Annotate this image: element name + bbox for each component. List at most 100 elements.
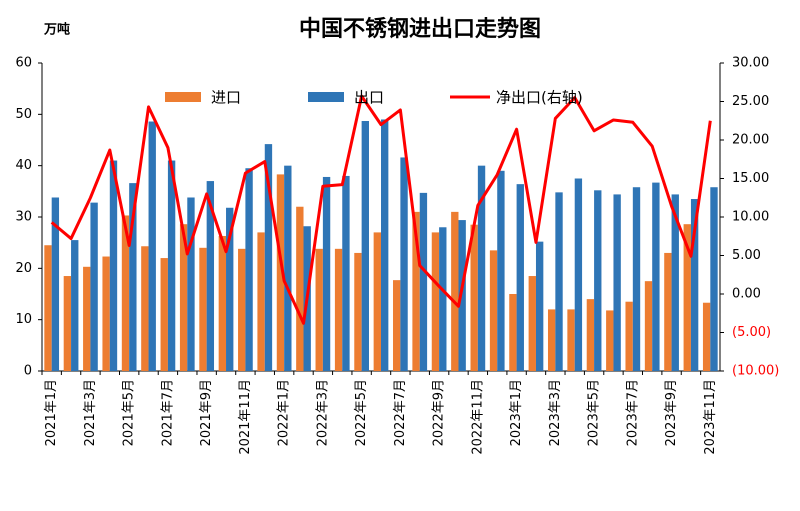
x-tick-label: 2021年11月 bbox=[238, 379, 253, 455]
y-tick-label: 40 bbox=[15, 158, 32, 173]
bar bbox=[63, 276, 72, 371]
x-tick-label: 2022年7月 bbox=[393, 379, 408, 446]
y2-tick-label: 20.00 bbox=[732, 133, 769, 148]
bar bbox=[315, 248, 323, 371]
x-tick-label: 2021年7月 bbox=[160, 379, 175, 446]
line bbox=[50, 94, 712, 325]
bar bbox=[535, 241, 544, 371]
x-tick-label: 2023年9月 bbox=[664, 379, 679, 446]
bar bbox=[373, 232, 381, 371]
bar bbox=[342, 175, 350, 371]
x-tick-label: 2021年3月 bbox=[83, 379, 98, 446]
y-tick-label: 60 bbox=[15, 56, 32, 71]
bar bbox=[509, 294, 517, 371]
bar bbox=[489, 250, 498, 371]
y-tick-label: 30 bbox=[15, 210, 32, 225]
bar bbox=[187, 197, 195, 371]
bar bbox=[439, 227, 447, 371]
bar bbox=[226, 207, 234, 371]
bar bbox=[141, 246, 149, 371]
x-tick-label: 2022年1月 bbox=[277, 379, 292, 446]
bar bbox=[245, 168, 253, 371]
bar bbox=[167, 160, 176, 371]
x-tick-label: 2022年3月 bbox=[315, 379, 330, 446]
bar bbox=[586, 299, 595, 371]
bar bbox=[51, 197, 60, 371]
bar bbox=[613, 194, 621, 371]
bar bbox=[354, 252, 362, 371]
x-tick-label: 2021年9月 bbox=[199, 379, 214, 446]
y2-tick-label: 15.00 bbox=[732, 171, 769, 186]
x-tick-label: 2021年1月 bbox=[44, 379, 59, 446]
bar bbox=[400, 157, 408, 371]
bar bbox=[121, 215, 130, 371]
x-tick-label: 2023年3月 bbox=[548, 379, 563, 446]
x-tick-label: 2021年5月 bbox=[122, 379, 137, 446]
bar bbox=[710, 187, 718, 371]
bar bbox=[264, 144, 273, 371]
bar bbox=[361, 121, 369, 371]
bar bbox=[664, 252, 672, 371]
bar bbox=[296, 206, 304, 371]
bar bbox=[547, 309, 556, 371]
y-tick-label: 10 bbox=[15, 312, 32, 327]
legend-label: 进口 bbox=[211, 89, 241, 107]
y-axis-label: 万吨 bbox=[43, 22, 70, 38]
bar bbox=[206, 181, 215, 371]
y2-tick-label: 25.00 bbox=[732, 94, 769, 109]
bar bbox=[381, 119, 389, 371]
x-tick-label: 2023年7月 bbox=[625, 379, 640, 446]
y2-tick-label: 10.00 bbox=[732, 210, 769, 225]
bar bbox=[477, 165, 486, 371]
bar bbox=[497, 170, 505, 371]
bar bbox=[690, 199, 699, 371]
bar bbox=[574, 178, 583, 371]
bar bbox=[83, 266, 91, 371]
bar bbox=[257, 232, 265, 371]
bar bbox=[555, 192, 563, 371]
bar bbox=[652, 182, 660, 371]
bar bbox=[322, 176, 331, 371]
x-tick-label: 2023年11月 bbox=[703, 379, 718, 455]
bar bbox=[470, 224, 478, 371]
bar bbox=[671, 194, 679, 371]
bar bbox=[284, 165, 292, 371]
y2-tick-label: 5.00 bbox=[732, 248, 761, 263]
bar bbox=[238, 248, 246, 371]
x-tick-label: 2022年9月 bbox=[432, 379, 447, 446]
bar bbox=[606, 310, 614, 371]
bar bbox=[683, 224, 691, 371]
bar bbox=[644, 281, 653, 371]
bar bbox=[702, 302, 711, 371]
bar bbox=[90, 202, 98, 371]
bar bbox=[148, 121, 156, 372]
y2-tick-label: 0.00 bbox=[732, 287, 761, 302]
y2-tick-label: 30.00 bbox=[732, 56, 769, 71]
bar bbox=[594, 190, 602, 371]
bar bbox=[218, 235, 227, 371]
x-tick-label: 2023年1月 bbox=[509, 379, 524, 446]
bar bbox=[458, 220, 466, 371]
bar bbox=[276, 174, 285, 371]
bar bbox=[516, 184, 524, 371]
y-tick-label: 20 bbox=[15, 261, 32, 276]
bar bbox=[129, 183, 137, 371]
y-tick-label: 50 bbox=[15, 107, 32, 122]
y2-tick-label: (5.00) bbox=[732, 325, 771, 340]
x-tick-label: 2022年5月 bbox=[354, 379, 369, 446]
legend-swatch bbox=[308, 92, 344, 102]
bar bbox=[334, 248, 343, 371]
bar bbox=[431, 232, 440, 371]
legend-swatch bbox=[165, 92, 201, 102]
chart-title: 中国不锈钢进出口走势图 bbox=[299, 16, 541, 42]
y-tick-label: 0 bbox=[24, 364, 32, 379]
x-tick-label: 2023年5月 bbox=[587, 379, 602, 446]
bar bbox=[567, 309, 575, 371]
bar bbox=[179, 224, 188, 371]
bar bbox=[71, 240, 79, 371]
y2-tick-label: (10.00) bbox=[732, 364, 779, 379]
bar bbox=[632, 187, 641, 371]
bar bbox=[528, 276, 536, 371]
bar bbox=[419, 192, 428, 371]
